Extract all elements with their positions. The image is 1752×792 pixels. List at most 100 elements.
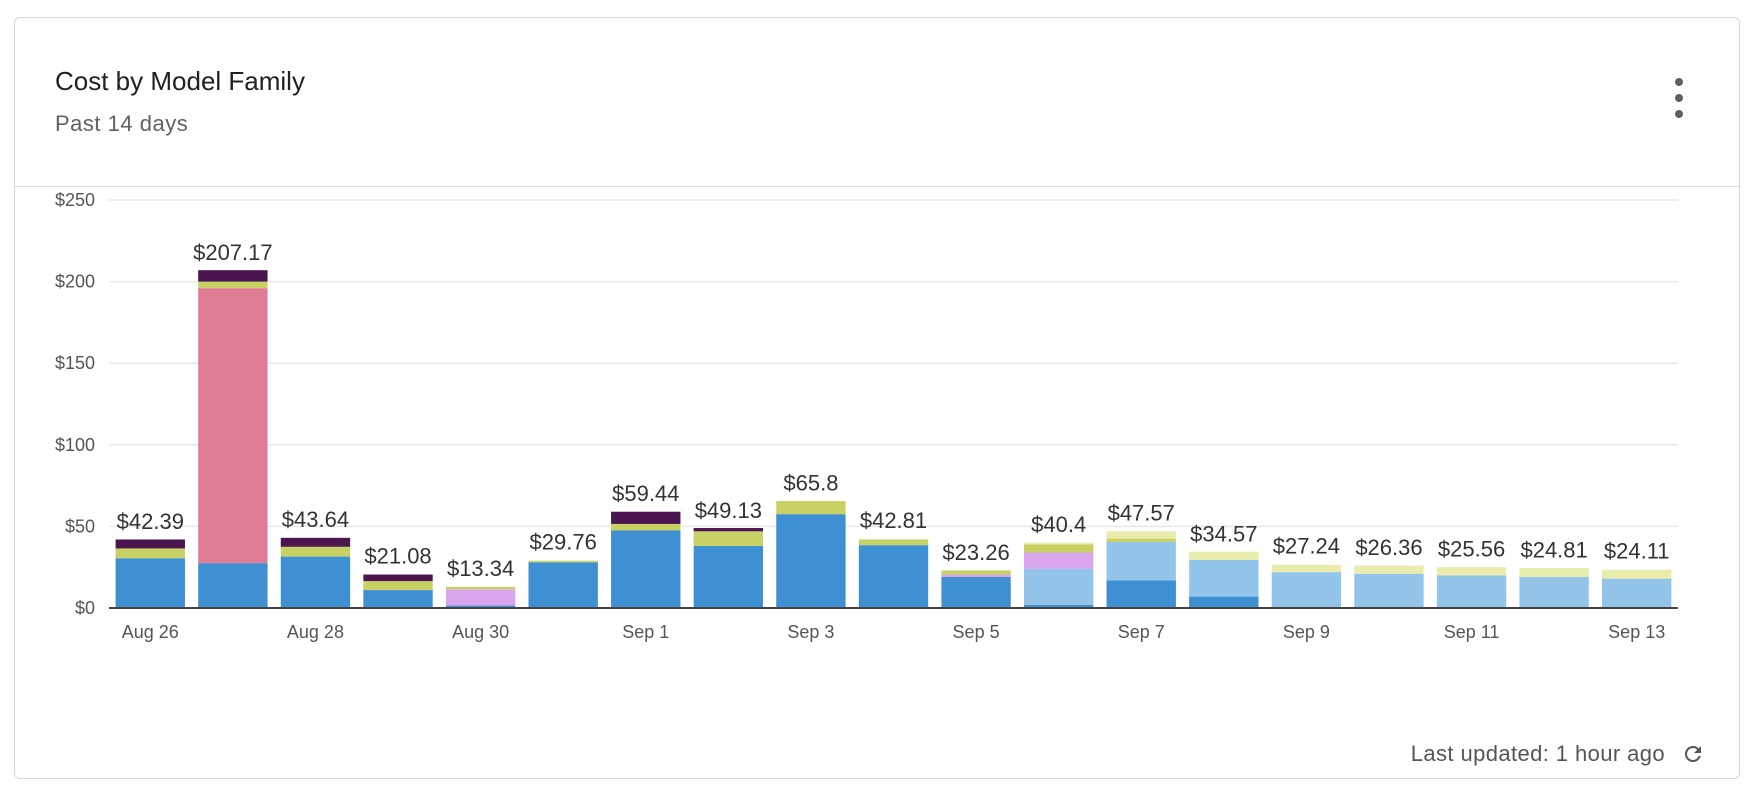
bar-segment xyxy=(1271,564,1342,573)
bar-segment xyxy=(611,523,681,531)
x-tick-label: Sep 1 xyxy=(622,622,669,642)
y-tick-label: $100 xyxy=(55,435,95,455)
bar-total-label: $25.56 xyxy=(1438,536,1505,561)
bar-segment xyxy=(693,545,764,608)
bar-segment xyxy=(1354,573,1424,608)
bar-segment xyxy=(1354,565,1424,574)
chart-card: Cost by Model Family Past 14 days $0 $50 $… xyxy=(14,17,1740,779)
card-title: Cost by Model Family xyxy=(55,66,305,96)
bar-total-label: $13.34 xyxy=(447,556,514,581)
bar-segment xyxy=(1271,572,1342,608)
bar-segment xyxy=(1106,538,1176,542)
bar-segment xyxy=(115,539,185,549)
bar-segment xyxy=(858,539,929,546)
bar-segment xyxy=(198,563,268,608)
bar-total-label: $65.8 xyxy=(783,471,838,496)
menu-dot xyxy=(1675,94,1683,102)
bar-segment xyxy=(363,574,433,582)
bar-segment xyxy=(1602,578,1672,608)
x-tick-label: Sep 11 xyxy=(1444,622,1500,642)
bar-total-label: $207.17 xyxy=(193,240,273,265)
bar-segment xyxy=(280,546,351,557)
bar-total-label: $26.36 xyxy=(1355,535,1422,560)
last-updated-text: Last updated: 1 hour ago xyxy=(1410,741,1665,766)
bar-segment xyxy=(611,530,681,608)
bar-total-label: $24.11 xyxy=(1604,539,1670,564)
bar-segment xyxy=(941,570,1011,575)
x-tick-label: Aug 26 xyxy=(122,622,179,642)
bar-segment xyxy=(1189,551,1259,560)
bar-total-label: $34.57 xyxy=(1190,522,1257,547)
bar-segment xyxy=(941,576,1011,608)
bar-segment xyxy=(198,288,268,564)
bar-segment xyxy=(1602,569,1672,579)
bar-total-label: $42.39 xyxy=(117,509,184,534)
bar-segment xyxy=(1519,576,1589,608)
bar-total-label: $29.76 xyxy=(530,529,597,554)
bar-total-label: $42.81 xyxy=(860,508,927,533)
y-tick-label: $50 xyxy=(65,516,95,536)
bar-segment xyxy=(776,514,846,608)
bar-total-label: $24.81 xyxy=(1520,538,1587,563)
bar-total-label: $59.44 xyxy=(612,481,679,506)
bar-segment xyxy=(445,605,516,608)
bar-total-label: $21.08 xyxy=(364,544,431,569)
bar-segment xyxy=(198,281,268,289)
y-tick-label: $250 xyxy=(55,190,95,210)
bar-total-label: $43.64 xyxy=(282,507,349,532)
x-tick-label: Aug 30 xyxy=(452,622,509,642)
bar-segment xyxy=(941,574,1011,577)
menu-dot xyxy=(1675,110,1683,118)
x-tick-label: Sep 9 xyxy=(1283,622,1330,642)
bar-segment xyxy=(1519,568,1589,577)
bar-segment xyxy=(1023,542,1094,545)
card-header: Cost by Model Family Past 14 days xyxy=(15,18,1739,187)
bar-total-label: $49.13 xyxy=(695,498,762,523)
bar-segment xyxy=(528,560,598,563)
x-tick-label: Sep 7 xyxy=(1118,622,1165,642)
bar-segment xyxy=(363,581,433,591)
card-subtitle: Past 14 days xyxy=(55,111,189,136)
bar-segment xyxy=(693,528,764,532)
bar-segment xyxy=(776,501,846,515)
bar-segment xyxy=(528,562,598,608)
x-tick-label: Sep 5 xyxy=(953,622,1000,642)
bar-total-label: $27.24 xyxy=(1273,534,1340,559)
bar-total-label: $47.57 xyxy=(1108,500,1175,525)
bar-segment xyxy=(1106,580,1176,608)
card-footer: Last updated: 1 hour ago xyxy=(1411,740,1705,768)
stacked-bar-chart: $0 $50 $100 $150 $200 $250 $42.39 Aug 26 $207.17… xyxy=(55,190,1678,642)
more-vert-icon[interactable] xyxy=(1667,78,1691,118)
bar-segment xyxy=(1106,531,1176,539)
x-tick-label: Aug 28 xyxy=(287,622,344,642)
bar-segment xyxy=(693,531,764,546)
menu-dot xyxy=(1675,78,1683,86)
bar-segment xyxy=(1189,596,1259,608)
bar-segment xyxy=(280,556,351,608)
bar-segment xyxy=(858,545,929,608)
bar-segment xyxy=(280,537,351,547)
y-tick-label: $150 xyxy=(55,353,95,373)
bar-total-label: $40.4 xyxy=(1031,512,1086,537)
y-tick-label: $0 xyxy=(75,598,95,618)
bar-segment xyxy=(1023,544,1094,553)
bar-segment xyxy=(1023,568,1094,605)
y-tick-label: $200 xyxy=(55,272,95,292)
bar-segment xyxy=(363,590,433,608)
refresh-icon[interactable] xyxy=(1681,742,1705,766)
bar-segment xyxy=(198,270,268,282)
bar-segment xyxy=(115,558,185,608)
bar-segment xyxy=(1189,559,1259,597)
bar-segment xyxy=(1023,552,1094,569)
bar-segment xyxy=(445,589,516,606)
x-tick-label: Sep 3 xyxy=(787,622,834,642)
bar-segment xyxy=(1436,575,1507,608)
bar-segment xyxy=(115,548,185,559)
bar-segment xyxy=(1436,567,1507,576)
bar-segment xyxy=(445,586,516,590)
bar-segment xyxy=(1106,541,1176,581)
bar-segment xyxy=(1023,604,1094,608)
bar-segment xyxy=(611,511,681,524)
x-tick-label: Sep 13 xyxy=(1608,622,1665,642)
bar-total-label: $23.26 xyxy=(942,540,1009,565)
